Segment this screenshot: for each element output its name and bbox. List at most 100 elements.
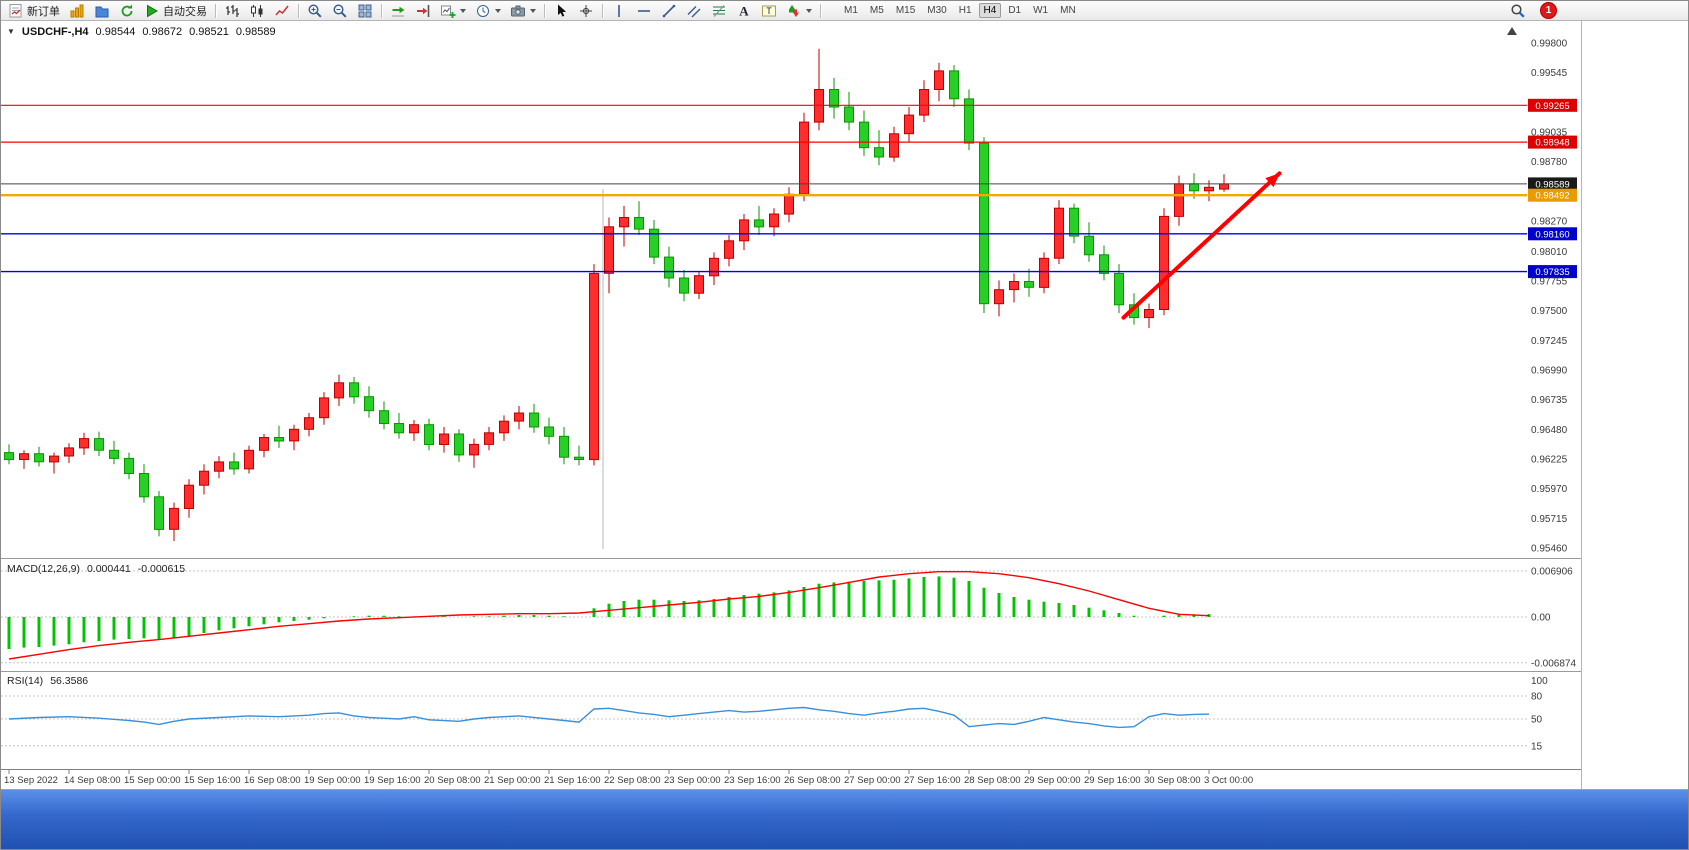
trendline-icon (662, 4, 676, 17)
vertical-line-button[interactable] (607, 1, 631, 21)
svg-text:0.98010: 0.98010 (1531, 247, 1568, 258)
cursor-button[interactable] (549, 1, 573, 21)
dropdown-caret-icon (460, 8, 466, 13)
fibonacci-icon (713, 4, 725, 17)
profiles-button[interactable] (90, 1, 114, 21)
tile-windows-button[interactable] (353, 1, 377, 21)
text-a-icon: A (739, 3, 749, 18)
chart-shift-icon (417, 4, 430, 17)
timeframe-d1-button[interactable]: D1 (1008, 5, 1022, 16)
resistance-price-badge (1528, 98, 1577, 112)
dropdown-caret-icon (495, 8, 501, 13)
timeframe-w1-button[interactable]: W1 (1033, 5, 1049, 16)
timeframe-h4-button[interactable]: H4 (978, 3, 1002, 18)
support-price-label: 0.98160 (1535, 229, 1569, 240)
search-button[interactable] (1506, 1, 1530, 21)
bar-chart-icon (70, 4, 84, 17)
vertical-line-icon (618, 4, 620, 17)
svg-text:30 Sep 08:00: 30 Sep 08:00 (1144, 775, 1201, 786)
svg-text:0.95460: 0.95460 (1531, 544, 1568, 555)
svg-text:23 Sep 16:00: 23 Sep 16:00 (724, 775, 781, 786)
timeframe-m1-button[interactable]: M1 (844, 5, 858, 16)
tile-windows-icon (358, 4, 372, 17)
resistance-price-badge (1528, 135, 1577, 149)
svg-text:29 Sep 00:00: 29 Sep 00:00 (1024, 775, 1081, 786)
fibonacci-button[interactable] (707, 1, 731, 21)
svg-text:0.99800: 0.99800 (1531, 39, 1568, 50)
chart-canvas[interactable]: 0.992650.989480.985890.984920.981600.978… (1, 21, 1581, 789)
channel-icon (687, 5, 701, 17)
svg-text:28 Sep 08:00: 28 Sep 08:00 (964, 775, 1021, 786)
current-price-price-badge (1528, 177, 1577, 191)
svg-text:15 Sep 16:00: 15 Sep 16:00 (184, 775, 241, 786)
macd-value-signal: -0.000615 (137, 563, 186, 575)
auto-scroll-button[interactable] (386, 1, 410, 21)
timeframe-m5-button[interactable]: M5 (869, 5, 884, 16)
svg-text:0.98270: 0.98270 (1531, 217, 1568, 228)
svg-text:A: A (739, 3, 749, 18)
chart-header: ▼ USDCHF-,H4 0.98544 0.98672 0.98521 0.9… (7, 26, 276, 38)
chart-candles-button[interactable] (245, 1, 269, 21)
level-price-badge (1528, 188, 1577, 202)
new-chart-button[interactable] (436, 1, 470, 21)
dropdown-caret-icon (530, 8, 536, 13)
macd-pane: 0.006906 0.00 -0.006874 (1, 567, 1576, 669)
notification-badge[interactable]: 1 (1540, 2, 1557, 19)
chevron-down-icon[interactable]: ▼ (7, 27, 15, 36)
charts-button[interactable] (65, 1, 89, 21)
horizontal-line-button[interactable] (632, 1, 656, 21)
svg-text:T: T (766, 6, 772, 16)
timeframe-m30-button[interactable]: M30 (927, 5, 947, 16)
toolbar: 新订单 自动交易 A T M1 M5 M15 M30 H1 H4 D1 W1 MN 1 (1, 1, 1688, 21)
ohlc-low: 0.98521 (189, 26, 229, 38)
arrows-button[interactable] (782, 1, 816, 21)
timeframe-h1-button[interactable]: H1 (958, 5, 972, 16)
macd-signal-line (8, 571, 1210, 660)
crosshair-button[interactable] (574, 1, 598, 21)
svg-text:29 Sep 16:00: 29 Sep 16:00 (1084, 775, 1141, 786)
timeframe-mn-button[interactable]: MN (1060, 5, 1076, 16)
rsi-pane: 100 80 50 15 (1, 676, 1548, 752)
toolbar-separator (298, 3, 299, 18)
autotrading-button[interactable]: 自动交易 (140, 1, 211, 21)
toolbar-separator (820, 3, 821, 18)
period-menu-button[interactable] (471, 1, 505, 21)
chart-bars-button[interactable] (220, 1, 244, 21)
svg-text:0.96735: 0.96735 (1531, 395, 1568, 406)
svg-text:15 Sep 00:00: 15 Sep 00:00 (124, 775, 181, 786)
zoom-in-button[interactable] (303, 1, 327, 21)
timeframe-m15-button[interactable]: M15 (895, 5, 916, 16)
zoom-out-button[interactable] (328, 1, 352, 21)
new-order-icon (9, 3, 22, 17)
text-button[interactable]: A (732, 1, 756, 21)
refresh-button[interactable] (115, 1, 139, 21)
time-axis: 13 Sep 2022 14 Sep 08:00 15 Sep 00:00 15 Se… (1, 769, 1581, 786)
equidistant-channel-button[interactable] (682, 1, 706, 21)
trend-arrow[interactable] (1121, 171, 1282, 320)
chart-shift-button[interactable] (411, 1, 435, 21)
svg-text:13 Sep 2022: 13 Sep 2022 (4, 775, 58, 786)
rsi-title: RSI(14) (7, 675, 44, 687)
chart-shift-marker[interactable] (1507, 27, 1517, 35)
trendline-button[interactable] (657, 1, 681, 21)
toolbar-separator (381, 3, 382, 18)
rsi-line (8, 706, 1210, 729)
svg-text:0.99035: 0.99035 (1531, 128, 1568, 139)
chart-line-button[interactable] (270, 1, 294, 21)
toolbar-separator (602, 3, 603, 18)
svg-text:27 Sep 00:00: 27 Sep 00:00 (844, 775, 901, 786)
zoom-in-icon (308, 3, 322, 18)
new-order-button[interactable]: 新订单 (4, 1, 64, 21)
svg-text:15: 15 (1531, 741, 1543, 752)
toolbar-separator (544, 3, 545, 18)
ohlc-high: 0.98672 (142, 26, 183, 38)
macd-title: MACD(12,26,9) (7, 563, 80, 575)
macd-value-main: 0.000441 (86, 563, 131, 575)
svg-text:27 Sep 16:00: 27 Sep 16:00 (904, 775, 961, 786)
text-label-icon: T (762, 5, 776, 16)
text-label-button[interactable]: T (757, 1, 781, 21)
taskbar[interactable] (1, 789, 1688, 849)
chart-shot-button[interactable] (506, 1, 540, 21)
